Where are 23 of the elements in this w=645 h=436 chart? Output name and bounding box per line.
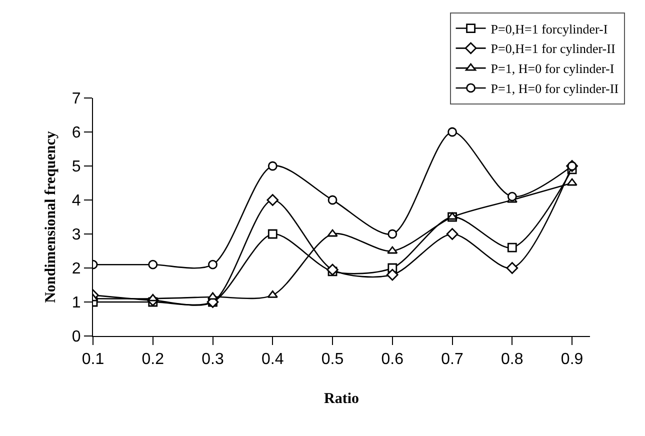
y-tick-label: 6 [72,124,81,142]
x-tick-label: 0.9 [560,351,584,368]
y-tick-label: 0 [72,328,81,346]
x-tick-label: 0.8 [501,351,524,368]
legend-label: P=0,H=1 for cylinder-II [490,41,616,56]
legend-label: P=1, H=0 for cylinder-II [490,81,619,96]
y-tick-label: 2 [72,260,81,278]
x-tick-label: 0.5 [321,351,344,368]
y-tick-label: 3 [72,226,81,244]
y-tick-label: 1 [72,294,81,312]
x-tick-label: 0.7 [441,351,464,368]
x-axis-title: Ratio [324,391,359,408]
y-tick-label: 4 [72,192,81,210]
y-tick-label: 7 [72,90,81,108]
legend-label: P=0,H=1 forcylinder-I [490,21,608,36]
x-tick-label: 0.4 [262,351,284,368]
legend-label: P=1, H=0 for cylinder-I [490,61,614,76]
x-tick-label: 0.3 [202,351,224,368]
y-tick-label: 5 [72,158,81,176]
x-tick-label: 0.6 [381,351,404,368]
x-tick-label: 0.1 [82,351,104,368]
y-axis-title: Nondimensional frequency [43,130,60,303]
x-tick-label: 0.2 [142,351,164,368]
